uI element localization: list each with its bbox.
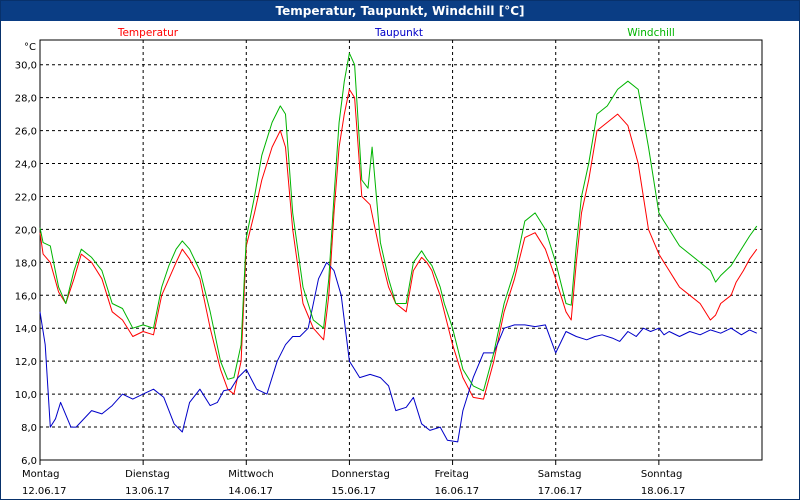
series-line-taupunkt [39,261,758,443]
y-tick-label: 30,0 [15,61,37,72]
legend-taupunkt: Taupunkt [374,27,423,39]
x-tick-day: Dienstag [125,469,170,480]
y-tick-label: 8,0 [21,423,37,434]
x-tick-day: Samstag [538,469,582,480]
series-line-windchill [39,52,758,392]
y-tick-label: 20,0 [15,225,37,236]
x-tick-day: Mittwoch [228,469,273,480]
x-tick-day: Donnerstag [331,469,389,480]
x-tick-date: 18.06.17 [641,486,686,497]
y-tick-label: 26,0 [15,127,37,138]
y-tick-label: 16,0 [15,291,37,302]
x-tick-date: 13.06.17 [125,486,170,497]
legend-temperatur: Temperatur [117,27,179,39]
y-tick-label: 6,0 [21,456,37,467]
y-tick-label: 10,0 [15,390,37,401]
x-tick-day: Montag [22,469,59,480]
y-tick-label: 28,0 [15,94,37,105]
x-tick-day: Sonntag [641,469,683,480]
x-tick-date: 14.06.17 [228,486,273,497]
x-tick-date: 17.06.17 [538,486,583,497]
series-lines [39,52,758,443]
window-title: Temperatur, Taupunkt, Windchill [°C] [1,1,799,21]
y-tick-label: 24,0 [15,160,37,171]
y-axis-label: °C [24,42,36,53]
grid-lines [40,40,762,461]
x-tick-date: 15.06.17 [331,486,376,497]
y-tick-label: 12,0 [15,357,37,368]
plot-frame [39,39,763,461]
legend-windchill: Windchill [627,27,675,39]
y-tick-label: 22,0 [15,192,37,203]
y-tick-label: 14,0 [15,324,37,335]
x-tick-date: 16.06.17 [435,486,480,497]
y-tick-label: 18,0 [15,258,37,269]
x-tick-day: Freitag [435,469,469,480]
x-tick-labels: Montag 12.06.17 Dienstag 13.06.17 Mittwoch 14… [22,460,685,497]
y-tick-labels: 6,0 8,0 10,0 12,0 14,0 16,0 18,0 20,0 22,0 24,0 26… [15,61,37,467]
x-tick-date: 12.06.17 [22,486,67,497]
chart-area: 6,0 8,0 10,0 12,0 14,0 16,0 18,0 20,0 22,0 24,0 26… [15,27,763,497]
